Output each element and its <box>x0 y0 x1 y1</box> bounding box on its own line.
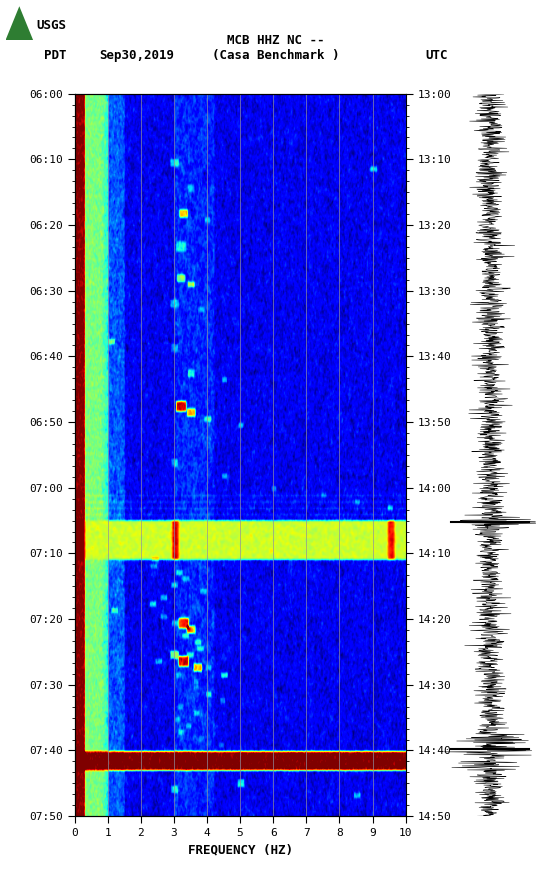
Text: (Casa Benchmark ): (Casa Benchmark ) <box>213 49 339 62</box>
Text: MCB HHZ NC --: MCB HHZ NC -- <box>227 34 325 46</box>
Polygon shape <box>6 6 33 40</box>
X-axis label: FREQUENCY (HZ): FREQUENCY (HZ) <box>188 844 293 856</box>
Text: USGS: USGS <box>36 19 66 32</box>
Text: UTC: UTC <box>425 49 448 62</box>
Text: Sep30,2019: Sep30,2019 <box>99 49 174 62</box>
Text: PDT: PDT <box>44 49 67 62</box>
